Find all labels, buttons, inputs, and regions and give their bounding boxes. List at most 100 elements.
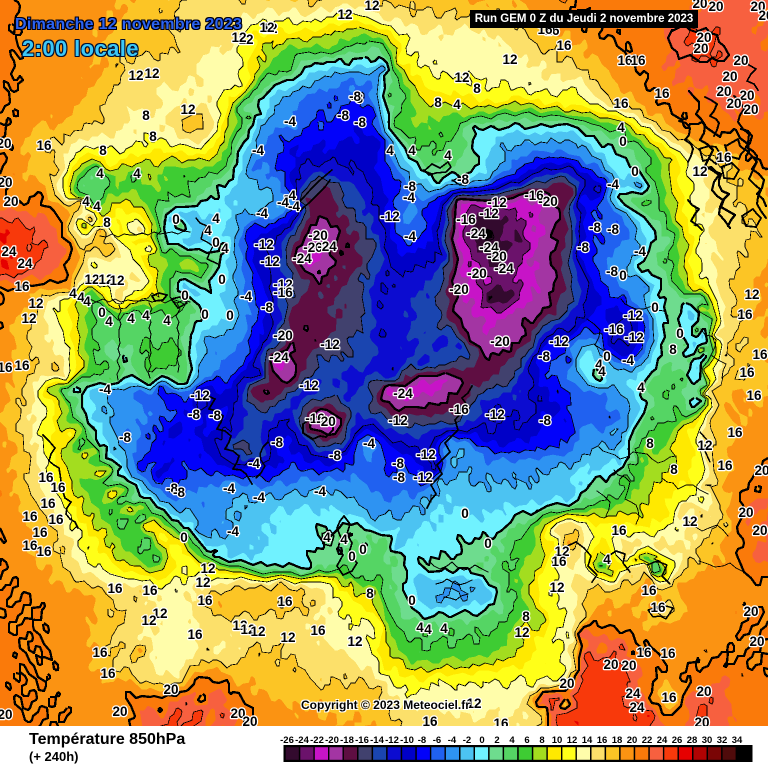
svg-text:-8: -8 [404,179,416,194]
svg-text:8: 8 [522,609,530,624]
svg-text:0: 0 [98,305,106,320]
svg-text:12: 12 [454,70,469,85]
svg-text:-12: -12 [320,337,340,352]
svg-text:-4: -4 [314,484,326,499]
svg-text:20: 20 [754,463,768,478]
svg-text:12: 12 [259,20,274,35]
svg-text:-26: -26 [280,735,294,746]
svg-text:-4: -4 [252,143,264,158]
svg-text:4: 4 [83,294,91,309]
svg-text:12: 12 [250,624,265,639]
svg-text:20: 20 [112,704,127,719]
svg-text:10: 10 [552,735,563,746]
svg-text:4: 4 [221,241,229,256]
svg-text:20: 20 [3,194,18,209]
svg-text:4: 4 [453,97,461,112]
svg-text:16: 16 [107,581,123,596]
svg-text:20: 20 [708,0,723,14]
svg-text:12: 12 [347,634,362,649]
svg-text:2: 2 [494,735,499,746]
svg-text:4: 4 [440,621,448,636]
svg-text:16: 16 [739,365,755,380]
svg-text:-12: -12 [623,308,643,323]
svg-text:12: 12 [152,606,167,621]
svg-text:-8: -8 [119,430,131,445]
svg-text:20: 20 [733,53,748,68]
svg-text:16: 16 [38,470,54,485]
svg-text:8: 8 [670,462,678,477]
svg-text:12: 12 [144,66,159,81]
svg-text:8: 8 [434,95,442,110]
svg-text:12: 12 [682,514,697,529]
svg-text:4: 4 [96,166,104,181]
svg-text:20: 20 [758,8,768,23]
svg-text:12: 12 [280,630,295,645]
svg-text:16: 16 [40,496,56,511]
svg-text:-4: -4 [253,490,265,505]
svg-text:-4: -4 [622,353,634,368]
svg-text:-20: -20 [308,228,328,243]
svg-text:12: 12 [337,7,352,22]
svg-text:0: 0 [631,164,639,179]
svg-text:24: 24 [657,735,668,746]
svg-text:4: 4 [617,120,625,135]
svg-text:-10: -10 [400,735,414,746]
svg-text:4: 4 [127,311,135,326]
svg-text:20: 20 [559,676,574,691]
svg-text:-8: -8 [606,264,618,279]
svg-text:16: 16 [613,96,629,111]
svg-text:16: 16 [310,623,326,638]
svg-text:12: 12 [240,622,255,637]
svg-text:20: 20 [242,714,257,726]
svg-text:20: 20 [743,102,758,117]
svg-text:-8: -8 [393,470,405,485]
svg-text:12: 12 [744,287,759,302]
svg-text:4: 4 [386,143,394,158]
svg-text:-12: -12 [254,237,274,252]
svg-text:-24: -24 [292,251,312,266]
svg-text:12: 12 [195,575,210,590]
svg-text:0: 0 [461,506,469,521]
svg-text:-20: -20 [467,266,487,281]
svg-text:-12: -12 [260,254,280,269]
svg-text:-20: -20 [325,735,339,746]
svg-text:4: 4 [77,290,85,305]
svg-text:12: 12 [28,296,43,311]
svg-text:24: 24 [1,244,17,259]
svg-text:20: 20 [726,96,741,111]
svg-text:-4: -4 [277,195,289,210]
svg-text:0: 0 [218,272,226,287]
svg-text:20: 20 [0,707,13,722]
svg-text:0: 0 [603,349,611,364]
svg-text:16: 16 [654,86,670,101]
svg-text:16: 16 [92,645,108,660]
svg-text:16: 16 [650,600,666,615]
svg-text:8: 8 [646,436,654,451]
svg-text:4: 4 [82,194,90,209]
svg-text:0: 0 [619,134,627,149]
svg-text:-12: -12 [385,735,399,746]
svg-text:16: 16 [187,627,203,642]
svg-text:-4: -4 [223,481,235,496]
svg-text:12: 12 [364,0,379,13]
svg-text:-8: -8 [261,300,273,315]
svg-text:20: 20 [692,0,707,11]
svg-text:-8: -8 [607,222,619,237]
svg-text:16: 16 [752,347,768,362]
svg-text:12: 12 [141,613,156,628]
svg-text:0: 0 [172,212,180,227]
svg-text:12: 12 [697,438,712,453]
svg-text:30: 30 [702,735,713,746]
svg-text:32: 32 [717,735,728,746]
svg-text:-12: -12 [413,470,433,485]
svg-text:-20: -20 [303,240,323,255]
svg-text:-24: -24 [494,261,514,276]
svg-text:-24: -24 [317,239,337,254]
svg-text:-4: -4 [403,190,415,205]
svg-text:0: 0 [408,593,416,608]
svg-text:-24: -24 [466,226,486,241]
svg-text:-24: -24 [295,735,309,746]
svg-text:0: 0 [479,735,484,746]
svg-text:-4: -4 [248,456,260,471]
svg-text:16: 16 [556,38,572,53]
